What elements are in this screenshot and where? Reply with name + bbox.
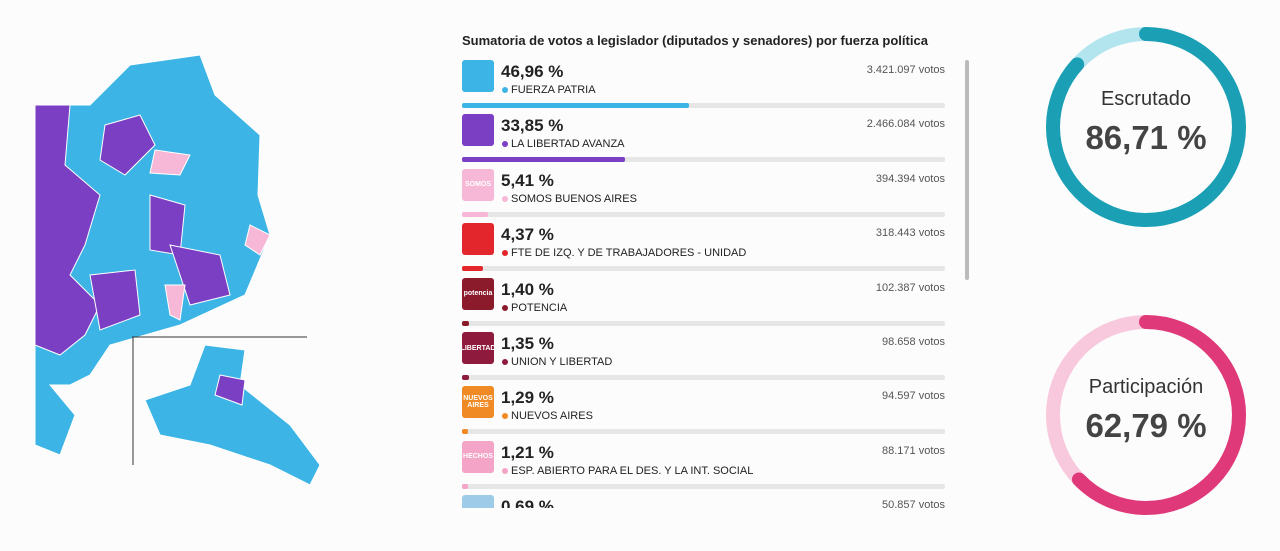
- party-dot: [502, 359, 508, 365]
- party-percent: 0,69 %: [501, 497, 554, 508]
- party-percent: 1,29 %: [501, 388, 554, 408]
- party-logo: [462, 60, 494, 92]
- gauge-arc: [1046, 315, 1246, 515]
- gauge-value: 86,71 %: [1085, 119, 1206, 156]
- party-votes: 94.597 votos: [882, 390, 945, 403]
- party-dot: [502, 304, 508, 311]
- bar-track: [462, 157, 945, 163]
- party-percent: 1,21 %: [501, 442, 554, 462]
- party-votes: 2.466.084 votos: [866, 118, 945, 131]
- party-votes: 88.171 votos: [882, 444, 945, 457]
- party-name: FTE DE IZQ. Y DE TRABAJADORES - UNIDAD: [511, 247, 747, 260]
- party-votes: 102.387 votos: [875, 281, 945, 294]
- party-logo: LIBERTAD: [462, 332, 494, 364]
- party-dot: [502, 141, 508, 148]
- gauge-title: Escrutado: [1101, 88, 1191, 110]
- bar: [462, 211, 489, 217]
- party-votes: 394.394 votos: [875, 172, 945, 185]
- party-list: 46,96 % 3.421.097 votos FUERZA PATRIA 33,85…: [455, 56, 970, 508]
- scrollbar[interactable]: [965, 60, 969, 280]
- party-dot: [502, 195, 508, 202]
- party-row: NUEVOS AIRES 1,29 % 94.597 votos NUEVOS AIR…: [455, 382, 955, 436]
- party-dot: [502, 87, 508, 93]
- party-logo: [462, 495, 494, 508]
- party-name: LA LIBERTAD AVANZA: [511, 138, 625, 151]
- party-row: HECHOS 1,21 % 88.171 votos ESP. ABIERTO PAR…: [455, 437, 955, 491]
- party-percent: 4,37 %: [501, 225, 554, 245]
- party-name: ESP. ABIERTO PARA EL DES. Y LA INT. SOCI…: [511, 464, 754, 477]
- party-name: FUERZA PATRIA: [511, 84, 596, 96]
- map: [34, 54, 321, 486]
- party-votes: 318.443 votos: [875, 227, 945, 240]
- party-name: UNION Y LIBERTAD: [511, 356, 613, 368]
- party-dot: [502, 413, 508, 420]
- party-row: 4,37 % 318.443 votos FTE DE IZQ. Y DE TRAB…: [455, 219, 955, 273]
- party-votes: 98.658 votos: [882, 336, 945, 348]
- party-logo: HECHOS: [462, 440, 494, 473]
- bar-track: [462, 103, 945, 108]
- party-logo: SOMOS: [462, 168, 494, 201]
- party-row: 46,96 % 3.421.097 votos FUERZA PATRIA: [455, 56, 955, 110]
- party-votes: 3.421.097 votos: [866, 64, 945, 76]
- party-percent: 1,35 %: [501, 334, 554, 353]
- party-logo: potencia: [462, 277, 494, 310]
- party-row: potencia 1,40 % 102.387 votos POTENCIA: [455, 274, 955, 328]
- bar-track: [462, 266, 945, 272]
- party-dot: [502, 250, 508, 257]
- bar-track: [462, 375, 945, 380]
- bar-track: [462, 429, 945, 435]
- title: Sumatoria de votos a legislador (diputad…: [462, 33, 928, 48]
- bar-track: [462, 483, 945, 489]
- party-row: SOMOS 5,41 % 394.394 votos SOMOS BUENOS AIR…: [455, 165, 955, 219]
- party-percent: 46,96 %: [501, 62, 564, 81]
- party-percent: 5,41 %: [501, 170, 554, 190]
- bar: [462, 103, 689, 108]
- party-row: 33,85 % 2.466.084 votos LA LIBERTAD AVANZA: [455, 110, 955, 164]
- party-name: NUEVOS AIRES: [511, 410, 593, 423]
- party-votes: 50.857 votos: [882, 499, 945, 508]
- party-logo: NUEVOS AIRES: [462, 386, 494, 419]
- gauges: Escrutado 86,71 % Participación 62,79 %: [1046, 27, 1246, 515]
- party-name: POTENCIA: [511, 301, 568, 314]
- party-percent: 1,40 %: [501, 279, 554, 299]
- bar: [462, 320, 469, 326]
- party-logo: [462, 114, 494, 147]
- bar-track: [462, 211, 945, 217]
- gauge-arc: [1046, 27, 1246, 227]
- gauge-value: 62,79 %: [1085, 407, 1206, 444]
- bar: [462, 266, 484, 272]
- party-logo: [462, 223, 494, 256]
- bar: [462, 483, 468, 489]
- party-dot: [502, 467, 508, 474]
- party-row: LIBERTAD 1,35 % 98.658 votos UNION Y LIBERT…: [455, 328, 955, 382]
- party-row: 0,69 % 50.857 votos: [455, 491, 955, 508]
- bar: [462, 375, 469, 380]
- gauge-title: Participación: [1089, 376, 1204, 398]
- bar: [462, 429, 469, 435]
- bar-track: [462, 320, 945, 326]
- party-percent: 33,85 %: [501, 116, 564, 136]
- party-name: SOMOS BUENOS AIRES: [511, 192, 637, 205]
- bar: [462, 157, 626, 163]
